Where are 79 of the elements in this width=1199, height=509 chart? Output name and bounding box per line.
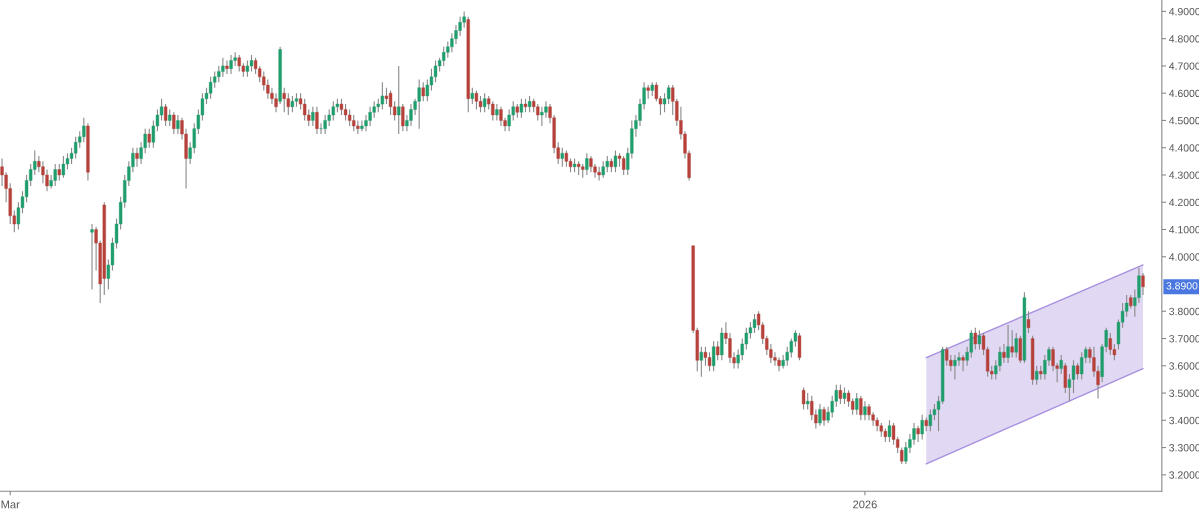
- candlestick: [368, 106, 372, 127]
- candlestick: [953, 354, 957, 380]
- candlestick: [998, 346, 1002, 372]
- candlestick: [474, 89, 479, 111]
- candlestick: [229, 54, 233, 75]
- candlestick: [973, 327, 977, 350]
- candlestick: [703, 346, 708, 367]
- candlestick: [135, 147, 139, 168]
- candlestick: [147, 128, 151, 149]
- candlestick: [221, 57, 225, 78]
- candlestick: [1006, 324, 1010, 364]
- candlestick: [331, 100, 335, 122]
- candlestick: [1080, 351, 1084, 380]
- text: 3.8900: [1166, 282, 1198, 290]
- candlestick: [282, 87, 286, 113]
- candlestick: [401, 103, 405, 132]
- candlestick: [1010, 329, 1014, 359]
- candlestick: [172, 111, 176, 135]
- candlestick: [887, 419, 892, 443]
- candlestick: [711, 340, 716, 372]
- candlestick: [311, 106, 315, 127]
- candlestick: [1108, 332, 1112, 356]
- candlestick: [699, 346, 703, 378]
- candlestick: [1137, 267, 1141, 304]
- candlestick: [1035, 365, 1039, 386]
- candlestick: [716, 340, 720, 361]
- candlestick: [397, 65, 401, 135]
- candlestick: [707, 351, 712, 372]
- candlestick: [1002, 343, 1006, 364]
- candlestick: [507, 108, 511, 132]
- candlestick: [801, 387, 806, 410]
- candlestick: [519, 98, 524, 119]
- candlestick: [855, 392, 859, 416]
- candlestick: [1026, 310, 1031, 334]
- candlestick: [797, 332, 802, 361]
- candlestick: [916, 425, 920, 443]
- candlestick: [818, 403, 822, 427]
- candlestick: [495, 103, 499, 122]
- candlestick: [654, 81, 659, 102]
- candlestick: [859, 395, 863, 421]
- candlestick: [421, 81, 425, 102]
- candlestick: [781, 354, 785, 370]
- candlestick: [560, 147, 564, 168]
- candlestick: [90, 223, 94, 291]
- candlestick: [613, 149, 618, 173]
- candlestick: [315, 106, 319, 135]
- candlestick: [176, 114, 180, 135]
- candlestick: [482, 92, 487, 113]
- x-tick-label: 2026: [853, 500, 877, 509]
- candlestick: [597, 166, 601, 181]
- candlestick: [82, 117, 86, 143]
- candlestick: [920, 414, 924, 440]
- candlestick: [585, 152, 589, 176]
- candlestick: [1141, 272, 1145, 296]
- candlestick: [409, 103, 413, 127]
- candlestick: [225, 59, 229, 75]
- candlestick: [417, 79, 421, 130]
- candlestick: [961, 354, 965, 372]
- candlestick: [977, 329, 982, 350]
- candlestick: [928, 408, 933, 432]
- candlestick: [286, 92, 290, 116]
- candlestick: [1018, 335, 1022, 364]
- x-tick-label: Mar: [1, 500, 20, 509]
- candlestick: [53, 163, 57, 187]
- candlestick: [822, 406, 826, 427]
- candlestick: [666, 84, 671, 105]
- candlestick: [499, 106, 503, 127]
- candlestick: [491, 100, 495, 122]
- candlestick: [360, 119, 364, 132]
- candlestick: [838, 384, 843, 405]
- candlestick: [163, 103, 168, 127]
- candlestick: [945, 346, 949, 367]
- candlestick: [61, 155, 66, 179]
- candlestick: [319, 122, 323, 135]
- candlestick: [388, 89, 393, 116]
- candlestick: [863, 400, 867, 421]
- candlestick: [266, 79, 270, 100]
- candlestick: [1014, 332, 1018, 359]
- candlestick: [323, 114, 327, 135]
